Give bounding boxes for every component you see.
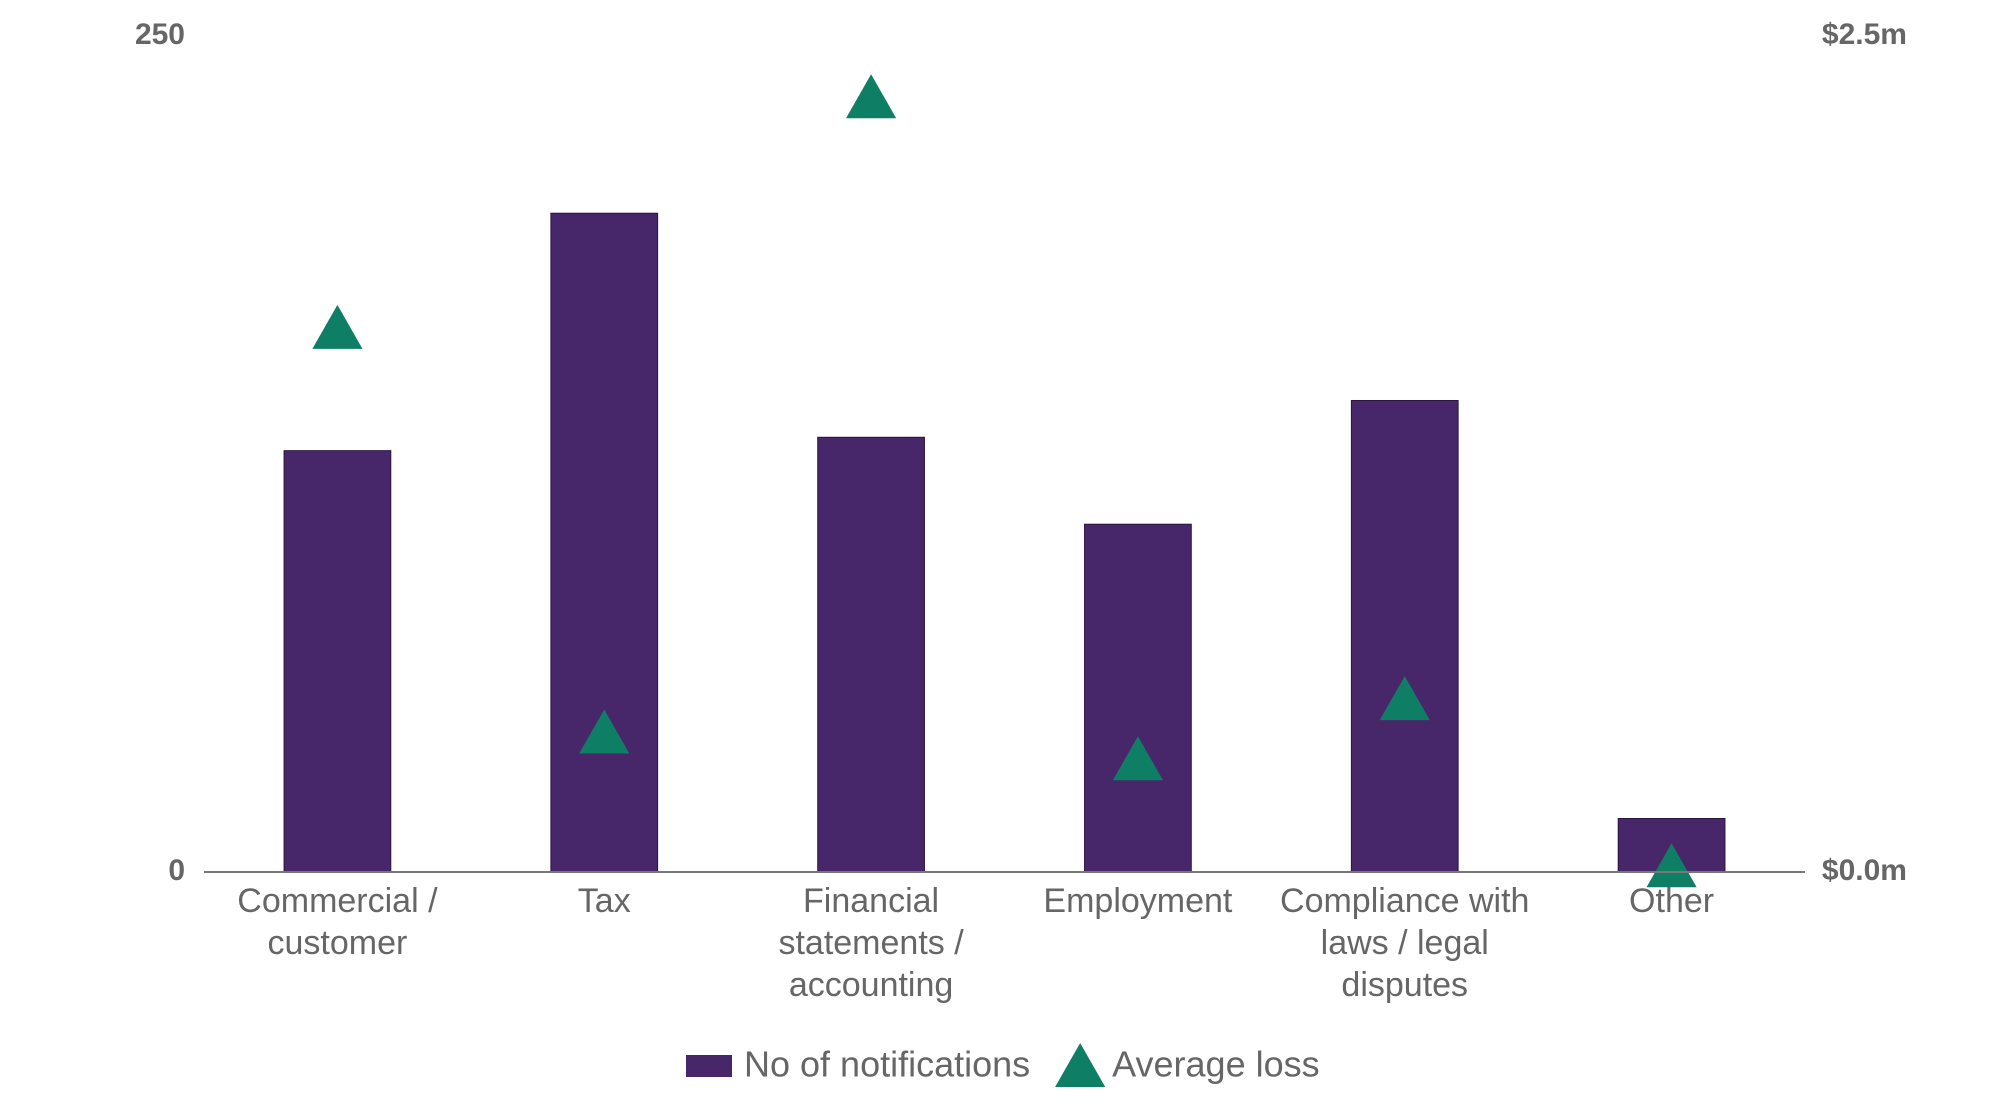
triangle-marker (1112, 736, 1163, 781)
legend-label: Average loss (1112, 1044, 1319, 1085)
bar (817, 436, 925, 873)
bar (1350, 399, 1459, 873)
y-tick-label: 0 (168, 854, 185, 887)
y-tick-label: 250 (135, 18, 185, 51)
bar (550, 212, 659, 873)
x-tick-label: Employment (1043, 882, 1233, 920)
x-tick-label: Other (1629, 882, 1715, 920)
legend-label: No of notifications (744, 1044, 1030, 1085)
triangle-marker (579, 709, 630, 754)
y2-tick-label: $0.0m (1822, 854, 1907, 887)
x-tick-label: Financial statements / accounting (778, 882, 964, 1004)
y2-tick-label: $2.5m (1822, 18, 1907, 51)
x-tick-label: Compliance with laws / legal disputes (1280, 882, 1530, 1004)
x-tick-label: Commercial / customer (237, 882, 438, 962)
bar (283, 450, 392, 873)
triangle-marker (1379, 676, 1430, 721)
x-tick-label: Tax (577, 882, 631, 920)
triangle-marker (846, 74, 897, 119)
legend-swatch (686, 1055, 732, 1077)
triangle-marker (1646, 843, 1697, 888)
legend-swatch (1055, 1043, 1106, 1087)
bar (1084, 523, 1192, 873)
triangle-marker (312, 304, 363, 349)
